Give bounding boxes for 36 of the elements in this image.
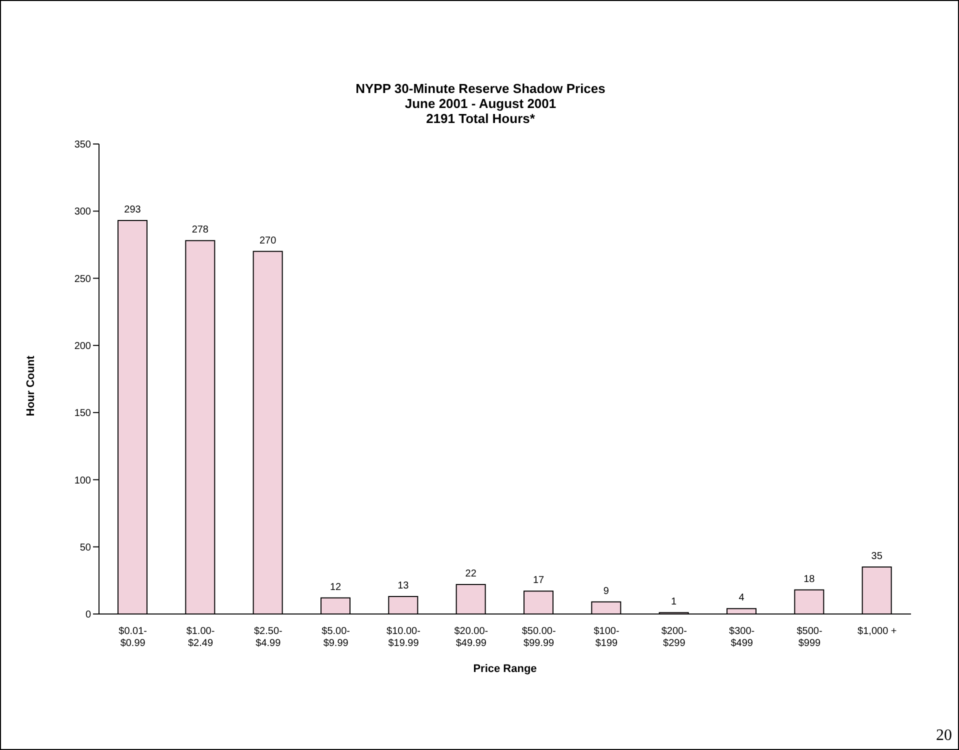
- x-tick-label: $10.00- $19.99: [386, 626, 420, 649]
- y-tick-label: 100: [74, 475, 92, 486]
- data-label: 293: [124, 204, 142, 216]
- x-tick-label: $1,000 +: [858, 626, 897, 637]
- data-label: 4: [738, 592, 745, 604]
- y-tick-label: 300: [74, 206, 92, 218]
- text: 20: [936, 727, 952, 745]
- x-tick-label: $0.01- $0.99: [118, 626, 148, 649]
- x-tick-label: $2.50- $4.99: [254, 626, 282, 649]
- data-label: 1: [671, 596, 678, 608]
- data-label: 17: [532, 575, 544, 586]
- x-tick-label: $5.00- $9.99: [322, 626, 350, 649]
- x-tick-label: $300- $499: [729, 626, 755, 649]
- y-tick-label: 50: [80, 542, 92, 554]
- chart-title: NYPP 30-Minute Reserve Shadow Prices June 2001 - August 2001 2191 Total Hours*: [354, 81, 606, 126]
- y-tick-label: 200: [74, 340, 92, 352]
- x-tick-label: $20.00- $49.99: [454, 626, 488, 649]
- data-label: 13: [398, 580, 410, 592]
- x-tick-label: $500- $999: [796, 626, 822, 649]
- data-label: 278: [192, 224, 209, 236]
- x-tick-label: $1.00- $2.49: [186, 626, 215, 649]
- x-tick-label: $100- $199: [594, 626, 620, 649]
- x-tick-label: $200- $299: [661, 626, 687, 649]
- x-tick-label: $50.00- $99.99: [522, 626, 556, 649]
- y-tick-label: 350: [74, 140, 92, 151]
- y-tick-label: 250: [74, 274, 92, 285]
- data-label: 35: [871, 551, 883, 562]
- x-axis-title: Price Range: [472, 663, 538, 675]
- y-tick-label: 0: [85, 610, 92, 621]
- y-tick-label: 150: [74, 408, 92, 420]
- data-label: 12: [330, 582, 342, 593]
- data-label: 22: [465, 568, 477, 580]
- y-axis-title: Hour Count: [25, 356, 37, 416]
- data-label: 18: [804, 574, 816, 585]
- data-label: 9: [603, 586, 610, 597]
- data-label: 270: [259, 235, 277, 246]
